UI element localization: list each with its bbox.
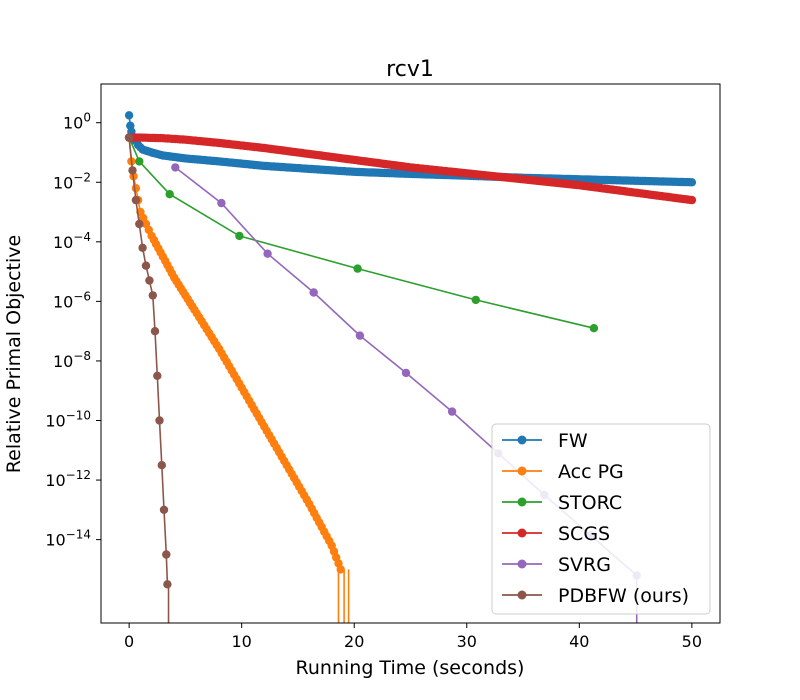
x-tick-label: 50: [682, 632, 702, 651]
data-point: [589, 324, 599, 333]
data-point: [135, 219, 144, 229]
x-axis: 0 10 20 30 40 50: [124, 623, 702, 651]
legend-marker: [517, 435, 527, 445]
data-point: [401, 368, 411, 378]
y-tick-label: 10−6: [53, 289, 91, 311]
legend-marker: [517, 497, 527, 507]
legend-label: Acc PG: [558, 461, 624, 483]
legend-label: SCGS: [558, 523, 610, 545]
data-point: [235, 231, 244, 241]
data-point: [217, 198, 226, 208]
data-point: [128, 166, 137, 175]
data-point: [141, 261, 151, 270]
data-point: [353, 264, 362, 273]
y-axis-label: Relative Primal Objective: [3, 235, 25, 473]
data-point: [153, 371, 162, 380]
data-point: [687, 178, 697, 187]
data-point: [355, 331, 365, 340]
series-pdbfw-ours: [124, 133, 172, 623]
data-point: [157, 461, 166, 470]
legend-marker: [517, 466, 527, 476]
plot-area: [124, 111, 697, 623]
legend-marker: [517, 590, 527, 600]
x-axis-label: Running Time (seconds): [296, 657, 525, 679]
y-tick-label: 10−4: [53, 230, 91, 252]
legend: FW Acc PG STORC SCGS SVRG PDBFW (ours): [491, 423, 711, 615]
data-point: [148, 291, 157, 300]
y-tick-label: 100: [63, 111, 91, 133]
data-point: [135, 157, 144, 166]
data-point: [150, 327, 160, 336]
data-point: [145, 276, 154, 285]
y-axis: 100 10−2 10−4 10−6 10−8 10−10 10−12 10−14: [45, 111, 101, 550]
data-point: [263, 249, 272, 258]
data-point: [471, 295, 480, 305]
legend-marker: [517, 528, 527, 538]
data-point: [162, 550, 171, 559]
data-point: [447, 407, 457, 416]
y-tick-label: 10−14: [45, 528, 91, 550]
y-tick-label: 10−12: [45, 468, 91, 490]
data-point: [138, 243, 147, 252]
legend-box: [491, 423, 711, 615]
data-point: [155, 416, 164, 425]
series-scgs: [124, 133, 697, 205]
legend-label: PDBFW (ours): [558, 585, 689, 607]
data-point: [309, 288, 318, 297]
data-point: [171, 163, 180, 172]
plot-frame: [100, 83, 721, 624]
y-tick-label: 10−10: [45, 409, 91, 431]
chart-title: rcv1: [386, 57, 434, 82]
data-point: [163, 580, 172, 589]
data-point: [124, 133, 134, 142]
x-tick-label: 0: [124, 632, 134, 651]
data-point: [165, 190, 174, 199]
data-point: [131, 184, 141, 193]
x-tick-label: 20: [344, 632, 364, 651]
data-point: [124, 111, 134, 120]
data-point: [131, 195, 141, 205]
x-tick-label: 10: [232, 632, 252, 651]
legend-marker: [517, 559, 527, 569]
x-tick-label: 40: [569, 632, 589, 651]
data-point: [159, 505, 169, 514]
data-point: [687, 195, 697, 205]
legend-label: STORC: [558, 492, 622, 514]
x-tick-label: 30: [457, 632, 477, 651]
legend-label: FW: [558, 430, 588, 452]
legend-label: SVRG: [558, 554, 611, 576]
y-tick-label: 10−2: [53, 170, 91, 192]
y-tick-label: 10−8: [53, 349, 91, 371]
